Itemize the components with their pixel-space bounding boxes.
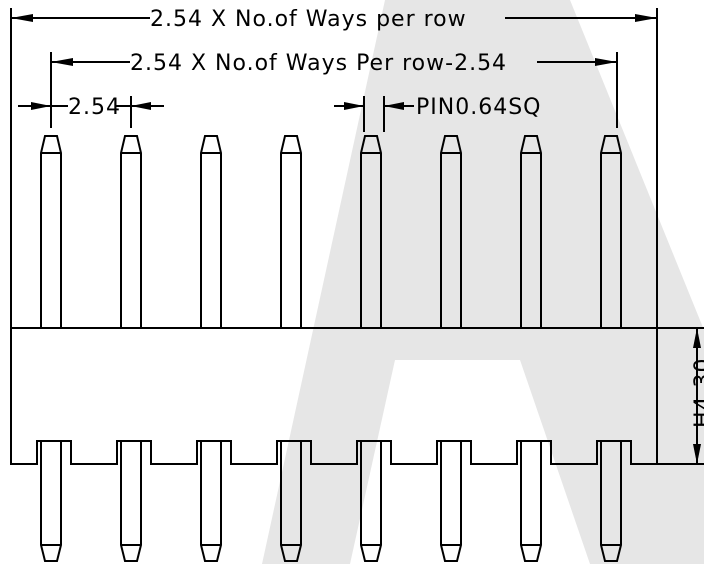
pin-bottom (520, 441, 542, 562)
pin-bottom (200, 441, 222, 562)
dim-pitch-span-label: 2.54 X No.of Ways Per row-2.54 (130, 51, 507, 76)
pin-top (120, 135, 142, 328)
arrow-span-right (595, 58, 617, 66)
pin-bottom (40, 441, 62, 562)
arrow-pitch-left (31, 102, 51, 110)
pin-top (360, 135, 382, 328)
dim-body-height-label: H4.30 (691, 357, 704, 428)
pin-top (600, 135, 622, 328)
pin-top (200, 135, 222, 328)
pin-bottom (440, 441, 462, 562)
pin-bottom (280, 441, 302, 562)
arrow-span-left (51, 58, 73, 66)
arrow-height-bottom (693, 444, 701, 464)
arrow-pin-right (384, 102, 404, 110)
watermark-shape (262, 0, 704, 564)
arrow-height-top (693, 328, 701, 348)
pin-bottom (360, 441, 382, 562)
pin-top (520, 135, 542, 328)
pin-bottom (120, 441, 142, 562)
pin-group (40, 135, 622, 562)
dim-pin-size-label: PIN0.64SQ (416, 95, 541, 120)
pin-top (440, 135, 462, 328)
arrow-total-right (635, 14, 657, 22)
pin-top (280, 135, 302, 328)
housing-body (10, 327, 658, 465)
arrow-pitch-right (131, 102, 151, 110)
pin-top (40, 135, 62, 328)
dim-pitch-label: 2.54 (68, 95, 121, 120)
arrow-pin-left (344, 102, 364, 110)
dim-total-width-label: 2.54 X No.of Ways per row (150, 7, 467, 32)
pin-bottom (600, 441, 622, 562)
arrow-total-left (11, 14, 33, 22)
